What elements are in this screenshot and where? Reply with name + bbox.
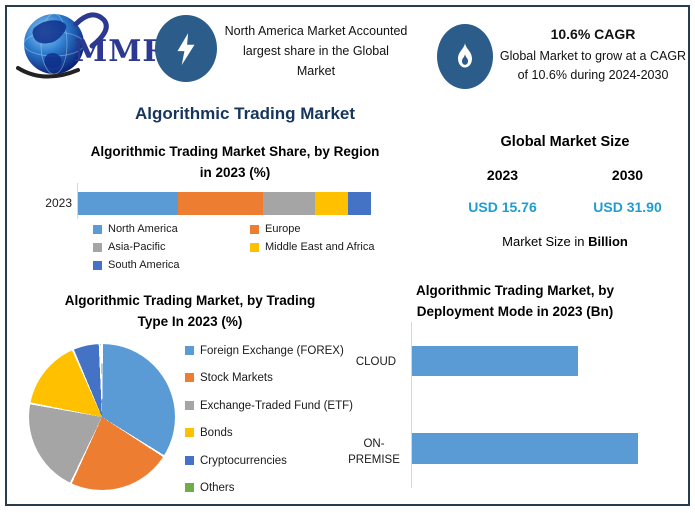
- flame-icon: [458, 42, 472, 67]
- legend-swatch-icon: [185, 373, 194, 383]
- region-legend-item: North America: [93, 223, 250, 237]
- deployment-label-on-premise: ON- PREMISE: [348, 438, 400, 466]
- deployment-chart-title: Algorithmic Trading Market, by Deploymen…: [415, 283, 615, 319]
- market-size-year-2030: 2030: [611, 167, 644, 183]
- legend-swatch-icon: [93, 242, 102, 252]
- legend-label: Bonds: [200, 427, 233, 440]
- legend-label: Middle East and Africa: [265, 240, 375, 253]
- region-axis-label-2023: 2023: [45, 196, 72, 210]
- deployment-y-axis-line: [411, 322, 412, 488]
- page-title: Algorithmic Trading Market: [134, 104, 356, 123]
- pie-legend-item: Foreign Exchange (FOREX): [185, 344, 353, 358]
- legend-swatch-icon: [185, 428, 194, 438]
- region-chart-title: Algorithmic Trading Market Share, by Reg…: [90, 144, 380, 180]
- region-legend-item: Middle East and Africa: [250, 241, 415, 255]
- market-size-value-2023: USD 15.76: [468, 199, 537, 215]
- lightning-badge: [155, 15, 217, 82]
- cagr-highlight: 10.6% CAGR Global Market to grow at a CA…: [497, 24, 689, 85]
- legend-label: Cryptocurrencies: [200, 454, 287, 467]
- trading-type-chart-title: Algorithmic Trading Market, by Trading T…: [64, 293, 316, 329]
- logo-wordmark: MMR: [74, 34, 169, 69]
- region-legend-item: South America: [93, 259, 250, 273]
- legend-label: North America: [108, 223, 178, 235]
- pie-legend-item: Bonds: [185, 426, 353, 440]
- region-legend-item: Asia-Pacific: [93, 241, 250, 255]
- region-segment-europe: [177, 192, 263, 215]
- legend-label: Exchange-Traded Fund (ETF): [200, 399, 353, 412]
- legend-swatch-icon: [250, 242, 259, 252]
- legend-swatch-icon: [185, 455, 194, 465]
- market-size-caption: Market Size in Billion: [502, 234, 628, 249]
- market-size-year-2023: 2023: [486, 167, 519, 183]
- legend-swatch-icon: [93, 225, 102, 234]
- cagr-text: Global Market to grow at a CAGR of 10.6%…: [499, 49, 687, 82]
- region-y-axis-line: [77, 183, 78, 219]
- trading-type-pie: [29, 344, 175, 490]
- border-frame: [5, 5, 690, 506]
- globe-icon: [16, 12, 109, 79]
- deployment-bar-cloud: [412, 346, 579, 376]
- legend-label: Others: [200, 481, 235, 494]
- region-legend-item: Europe: [250, 223, 415, 237]
- pie-legend-item: Stock Markets: [185, 371, 353, 385]
- market-size-value-2030: USD 31.90: [593, 199, 662, 215]
- pie-legend-item: Cryptocurrencies: [185, 454, 353, 468]
- legend-label: Europe: [265, 223, 301, 235]
- region-segment-asia-pacific: [262, 192, 316, 215]
- flame-badge: [437, 24, 493, 89]
- deployment-bar-on-premise: [412, 433, 638, 464]
- deployment-label-cloud: CLOUD: [355, 356, 397, 368]
- region-segment-north-america: [78, 192, 178, 215]
- legend-label: Foreign Exchange (FOREX): [200, 345, 344, 357]
- market-size-title: Global Market Size: [500, 134, 630, 150]
- legend-label: South America: [108, 258, 180, 271]
- legend-label: Asia-Pacific: [108, 240, 166, 253]
- legend-swatch-icon: [185, 346, 194, 355]
- deployment-bar-track-on-premise: [412, 433, 638, 464]
- legend-swatch-icon: [250, 225, 259, 234]
- cagr-value: 10.6% CAGR: [550, 26, 636, 42]
- market-size-panel: Global Market Size 2023 2030 USD 15.76 U…: [440, 134, 690, 249]
- pie-legend-item: Others: [185, 481, 353, 495]
- north-america-highlight-text: North America Market Accounted largest s…: [224, 24, 408, 78]
- deployment-bar-track-cloud: [412, 346, 638, 376]
- region-segment-middle-east-and-africa: [315, 192, 348, 215]
- legend-label: Stock Markets: [200, 372, 273, 385]
- legend-swatch-icon: [185, 400, 194, 410]
- region-stacked-bar: [78, 192, 371, 215]
- legend-swatch-icon: [185, 482, 194, 492]
- pie-legend: Foreign Exchange (FOREX) Stock Markets Exc…: [185, 344, 353, 495]
- region-segment-south-america: [347, 192, 371, 215]
- pie-legend-item: Exchange-Traded Fund (ETF): [185, 399, 353, 413]
- legend-swatch-icon: [93, 260, 102, 270]
- lightning-icon: [177, 32, 195, 65]
- mmr-logo: MMR: [16, 8, 167, 86]
- region-legend: North America Europe Asia-Pacific Middle Ea…: [93, 223, 415, 272]
